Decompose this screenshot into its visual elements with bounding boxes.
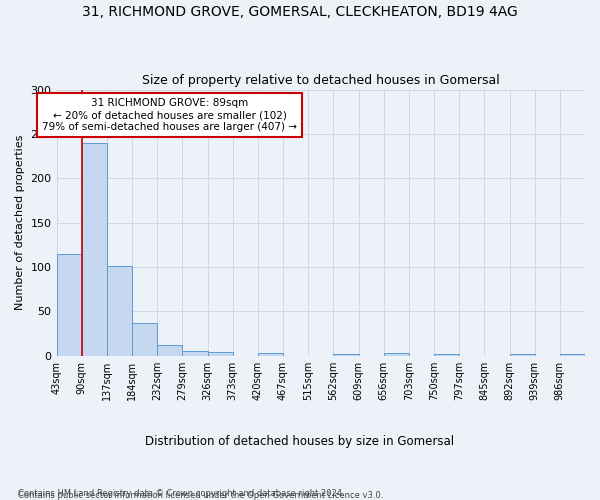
Bar (258, 353, 283, 356)
Bar (334, 354, 359, 356)
Title: Size of property relative to detached houses in Gomersal: Size of property relative to detached ho… (142, 74, 500, 87)
Text: Contains public sector information licensed under the Open Government Licence v3: Contains public sector information licen… (18, 491, 383, 500)
Bar (560, 354, 585, 356)
Text: 31 RICHMOND GROVE: 89sqm
← 20% of detached houses are smaller (102)
79% of semi-: 31 RICHMOND GROVE: 89sqm ← 20% of detach… (42, 98, 297, 132)
Bar (182, 352, 208, 356)
Bar (132, 323, 157, 356)
Bar (383, 353, 409, 356)
Bar (509, 354, 535, 356)
Bar (56, 254, 82, 356)
Y-axis label: Number of detached properties: Number of detached properties (15, 135, 25, 310)
Bar (208, 352, 233, 356)
Text: 31, RICHMOND GROVE, GOMERSAL, CLECKHEATON, BD19 4AG: 31, RICHMOND GROVE, GOMERSAL, CLECKHEATO… (82, 5, 518, 19)
Bar (434, 354, 459, 356)
Bar (107, 266, 132, 356)
Bar (82, 143, 107, 356)
Text: Distribution of detached houses by size in Gomersal: Distribution of detached houses by size … (145, 435, 455, 448)
Bar (157, 345, 182, 356)
Text: Contains HM Land Registry data © Crown copyright and database right 2024.: Contains HM Land Registry data © Crown c… (18, 488, 344, 498)
